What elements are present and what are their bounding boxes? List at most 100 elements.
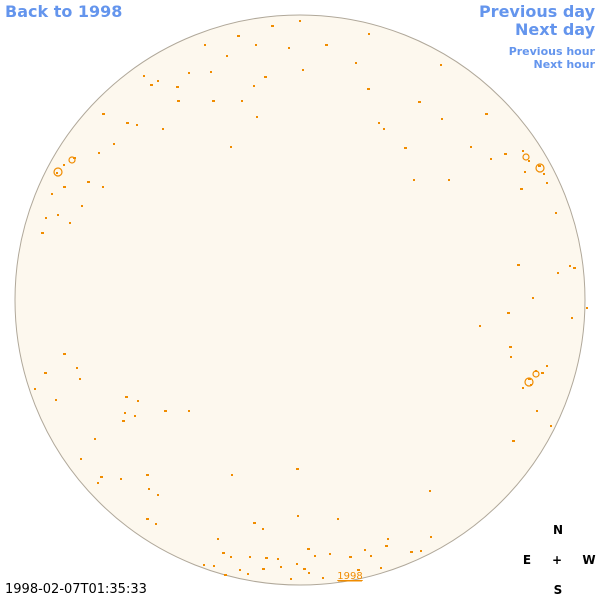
active-region-speck: [265, 557, 268, 559]
active-region-speck: [364, 549, 366, 551]
active-region-speck: [146, 474, 149, 476]
active-region-speck: [231, 474, 233, 476]
active-region-ring: [524, 377, 534, 387]
active-region-ring: [522, 153, 530, 161]
active-region-speck: [217, 538, 219, 540]
active-region-speck: [308, 572, 310, 574]
active-region-speck: [81, 205, 83, 207]
active-region-speck: [383, 128, 385, 130]
active-region-speck: [45, 217, 47, 219]
active-region-speck: [63, 164, 65, 166]
active-region-speck: [555, 212, 557, 214]
active-region-speck: [337, 518, 339, 520]
active-region-speck: [213, 565, 215, 567]
active-region-ring: [532, 370, 540, 378]
active-region-speck: [94, 438, 96, 440]
active-region-speck: [413, 179, 415, 181]
active-region-speck: [239, 569, 241, 571]
active-region-speck: [520, 188, 523, 190]
active-region-speck: [203, 564, 205, 566]
active-region-speck: [226, 55, 228, 57]
active-region-ring: [53, 167, 63, 177]
active-region-speck: [56, 172, 58, 174]
active-region-speck: [247, 573, 249, 575]
active-region-speck: [157, 80, 159, 82]
active-region-speck: [546, 365, 548, 367]
active-region-speck: [76, 367, 78, 369]
active-region-speck: [124, 412, 126, 414]
active-region-speck: [164, 410, 167, 412]
active-region-speck: [302, 69, 304, 71]
active-region-speck: [212, 100, 215, 102]
active-region-speck: [102, 113, 105, 115]
active-region-speck: [329, 553, 331, 555]
active-region-ring: [535, 163, 545, 173]
active-region-speck: [80, 458, 82, 460]
active-region-speck: [536, 410, 538, 412]
active-region-speck: [532, 297, 534, 299]
active-region-speck: [256, 116, 258, 118]
active-region-speck: [63, 186, 66, 188]
active-region-speck: [222, 552, 225, 554]
next-hour-link[interactable]: Next hour: [533, 58, 596, 71]
active-region-speck: [550, 425, 552, 427]
back-to-year-link[interactable]: Back to 1998: [5, 2, 123, 21]
observation-timestamp: 1998-02-07T01:35:33: [5, 582, 147, 597]
compass-west: W: [582, 553, 596, 567]
active-region-speck: [188, 72, 190, 74]
compass-north: N: [552, 523, 564, 537]
active-region-speck: [44, 372, 47, 374]
active-region-speck: [113, 143, 115, 145]
active-region-speck: [528, 378, 531, 380]
active-region-speck: [134, 415, 136, 417]
active-region-speck: [55, 399, 57, 401]
active-region-speck: [288, 47, 290, 49]
active-region-speck: [429, 490, 431, 492]
active-region-speck: [314, 555, 316, 557]
active-region-speck: [490, 158, 492, 160]
active-region-speck: [230, 146, 232, 148]
active-region-speck: [155, 523, 157, 525]
active-region-speck: [418, 101, 421, 103]
active-region-speck: [470, 146, 472, 148]
active-region-speck: [528, 160, 530, 162]
active-region-speck: [485, 113, 488, 115]
active-region-speck: [512, 440, 515, 442]
active-region-speck: [136, 124, 138, 126]
active-region-speck: [290, 578, 292, 580]
previous-hour-link[interactable]: Previous hour: [508, 45, 595, 58]
active-region-speck: [162, 128, 164, 130]
previous-day-link[interactable]: Previous day: [478, 2, 595, 21]
active-region-speck: [524, 171, 526, 173]
active-region-speck: [120, 478, 122, 480]
active-region-ring: [68, 156, 76, 164]
active-region-speck: [255, 44, 257, 46]
active-region-speck: [507, 312, 510, 314]
year-link[interactable]: 1998: [337, 571, 362, 582]
active-region-speck: [441, 118, 443, 120]
active-region-speck: [410, 551, 413, 553]
active-region-speck: [102, 186, 104, 188]
next-day-link[interactable]: Next day: [515, 20, 595, 39]
active-region-speck: [79, 378, 81, 380]
active-region-speck: [387, 538, 389, 540]
active-region-speck: [34, 388, 36, 390]
compass-center: +: [551, 553, 563, 567]
active-region-speck: [237, 35, 240, 37]
active-region-speck: [277, 558, 279, 560]
active-region-speck: [404, 147, 407, 149]
active-region-speck: [146, 518, 149, 520]
active-region-speck: [479, 325, 481, 327]
active-region-speck: [355, 62, 357, 64]
active-region-speck: [51, 193, 53, 195]
active-region-speck: [177, 100, 180, 102]
active-region-speck: [297, 515, 299, 517]
active-region-speck: [349, 556, 352, 558]
active-region-speck: [125, 396, 128, 398]
active-region-speck: [299, 20, 301, 22]
active-region-speck: [504, 153, 507, 155]
active-region-speck: [241, 100, 243, 102]
active-region-speck: [538, 165, 541, 167]
active-region-speck: [522, 150, 524, 152]
